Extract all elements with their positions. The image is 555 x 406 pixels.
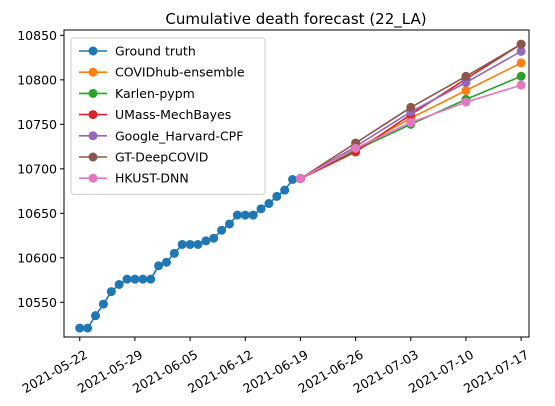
legend-marker: [88, 152, 98, 162]
data-point: [280, 185, 290, 195]
chart-title: Cumulative death forecast (22_LA): [165, 10, 426, 29]
data-point: [288, 174, 298, 184]
y-tick-label: 10650: [17, 206, 57, 221]
plot-frame: [63, 29, 530, 338]
series-ground-truth: [75, 174, 305, 333]
series-karlen-pypm: [295, 71, 526, 184]
legend-label: Karlen-pypm: [115, 86, 195, 101]
data-point: [169, 248, 179, 258]
data-point: [83, 323, 93, 333]
data-point: [177, 239, 187, 249]
data-point: [248, 210, 258, 220]
data-point: [264, 199, 274, 209]
legend-box: [70, 37, 266, 195]
legend-entry: Karlen-pypm: [79, 86, 195, 101]
legend-marker: [88, 46, 98, 56]
legend-label: Ground truth: [115, 44, 196, 59]
data-point: [406, 102, 416, 112]
legend-marker: [88, 173, 98, 183]
legend-entry: UMass-MechBayes: [79, 107, 231, 122]
legend-label: COVIDhub-ensemble: [115, 65, 245, 80]
y-tick-label: 10550: [17, 295, 57, 310]
series-line: [300, 84, 522, 180]
legend-marker: [88, 110, 98, 120]
y-tick-label: 10600: [17, 250, 57, 265]
data-point: [256, 204, 266, 214]
data-point: [240, 210, 250, 220]
data-point: [516, 58, 526, 68]
data-point: [225, 219, 235, 229]
series-layer: [75, 39, 526, 333]
data-point: [461, 97, 471, 107]
legend-entry: HKUST-DNN: [79, 171, 189, 186]
data-point: [516, 71, 526, 81]
data-point: [130, 274, 140, 284]
data-point: [114, 279, 124, 289]
series-gt-deepcovid: [295, 39, 526, 184]
legend-entry: Google_Harvard-CPF: [79, 128, 243, 143]
data-point: [406, 118, 416, 128]
legend-entry: GT-DeepCOVID: [79, 150, 208, 165]
data-point: [146, 274, 156, 284]
legend-label: GT-DeepCOVID: [115, 150, 208, 165]
legend-marker: [88, 131, 98, 141]
data-point: [91, 311, 101, 321]
data-point: [122, 274, 132, 284]
legend-marker: [88, 67, 98, 77]
data-point: [209, 233, 219, 243]
data-point: [461, 86, 471, 96]
data-point: [272, 191, 282, 201]
legend-label: Google_Harvard-CPF: [115, 128, 243, 143]
y-tick-label: 10750: [17, 117, 57, 132]
data-point: [351, 143, 361, 153]
legend-entry: Ground truth: [79, 44, 196, 59]
data-point: [516, 46, 526, 56]
data-point: [106, 287, 116, 297]
data-point: [193, 239, 203, 249]
data-point: [138, 274, 148, 284]
data-point: [161, 257, 171, 267]
y-tick-label: 10800: [17, 72, 57, 87]
data-point: [461, 78, 471, 88]
legend: Ground truth COVIDhub-ensemble Karlen-pypm…: [70, 37, 266, 195]
data-point: [154, 261, 164, 271]
legend-marker: [88, 88, 98, 98]
data-point: [461, 71, 471, 81]
y-tick-label: 10700: [17, 161, 57, 176]
legend-label: HKUST-DNN: [115, 171, 189, 186]
data-point: [217, 225, 227, 235]
data-point: [185, 239, 195, 249]
legend-label: UMass-MechBayes: [115, 107, 231, 122]
series-hkust-dnn: [295, 80, 526, 184]
legend-entry: COVIDhub-ensemble: [79, 65, 245, 80]
data-point: [98, 299, 108, 309]
data-point: [295, 174, 305, 184]
data-point: [201, 236, 211, 246]
data-point: [75, 323, 85, 333]
y-tick-label: 10850: [17, 28, 57, 43]
data-point: [232, 210, 242, 220]
data-point: [516, 39, 526, 49]
data-point: [516, 80, 526, 90]
